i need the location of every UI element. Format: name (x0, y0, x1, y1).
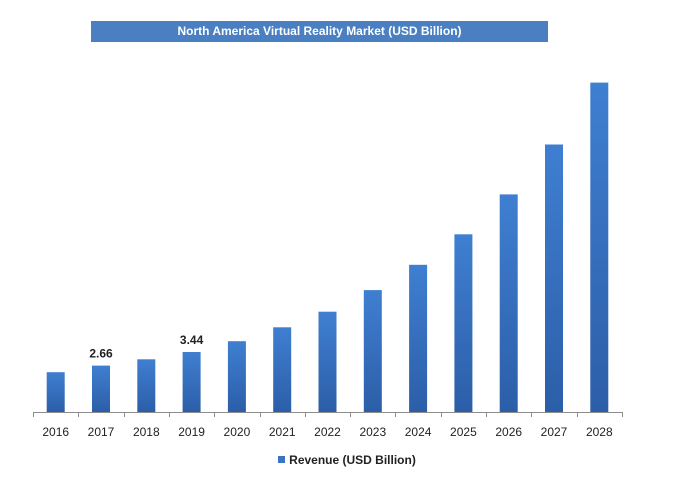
x-tick-label-2024: 2024 (405, 425, 432, 439)
bar-2027 (545, 144, 563, 412)
x-tick-label-2020: 2020 (224, 425, 251, 439)
x-tick-label-2026: 2026 (495, 425, 522, 439)
x-tick-labels: 2016 2017 2018 2019 2020 2021 2022 2023 2024 2025… (42, 425, 613, 439)
bar-2022 (318, 311, 337, 412)
x-tick-label-2025: 2025 (450, 425, 477, 439)
x-tick-label-2022: 2022 (314, 425, 341, 439)
bar-2025 (454, 234, 473, 412)
x-tick-label-2028: 2028 (586, 425, 613, 439)
bar-2023 (363, 290, 382, 412)
bar-2016 (46, 372, 65, 412)
data-label-2017: 2.66 (89, 347, 113, 361)
bars-group (46, 82, 609, 412)
legend-label: Revenue (USD Billion) (289, 453, 416, 467)
bar-2024 (409, 264, 428, 412)
bar-2017 (92, 365, 110, 412)
x-tick-label-2023: 2023 (359, 425, 386, 439)
x-tick-label-2021: 2021 (269, 425, 296, 439)
legend: Revenue (USD Billion) (0, 453, 694, 467)
bar-2019 (182, 352, 201, 412)
bar-2020 (227, 341, 246, 412)
x-tick-label-2027: 2027 (541, 425, 568, 439)
x-tick-label-2019: 2019 (178, 425, 205, 439)
chart-title: North America Virtual Reality Market (US… (91, 21, 548, 42)
bar-2026 (499, 194, 518, 412)
x-tick-label-2016: 2016 (42, 425, 69, 439)
x-tick-label-2017: 2017 (88, 425, 115, 439)
data-labels: 2.66 3.44 (89, 333, 203, 361)
x-axis (33, 412, 623, 417)
x-tick-label-2018: 2018 (133, 425, 160, 439)
data-label-2019: 3.44 (180, 333, 204, 347)
bar-2021 (273, 327, 292, 412)
legend-swatch (278, 456, 286, 464)
bar-2018 (137, 359, 156, 412)
bar-2028 (590, 82, 609, 412)
